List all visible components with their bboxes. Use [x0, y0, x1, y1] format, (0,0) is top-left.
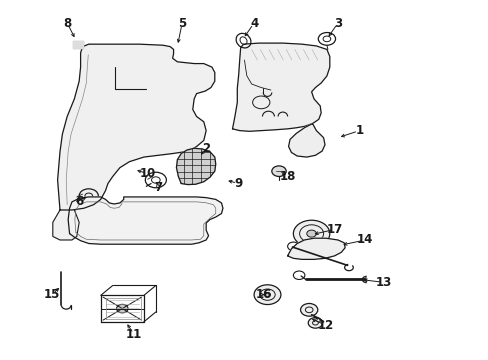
- Polygon shape: [58, 44, 214, 210]
- Polygon shape: [53, 210, 79, 240]
- Text: 12: 12: [317, 319, 333, 332]
- Text: 1: 1: [355, 124, 363, 137]
- Circle shape: [271, 166, 285, 176]
- Text: 2: 2: [202, 142, 210, 155]
- Circle shape: [116, 304, 128, 313]
- Text: 17: 17: [326, 223, 342, 236]
- Text: 18: 18: [279, 170, 295, 183]
- Circle shape: [307, 318, 322, 328]
- Circle shape: [300, 303, 317, 316]
- Text: 4: 4: [249, 17, 258, 30]
- Text: 14: 14: [356, 234, 373, 247]
- Text: 9: 9: [234, 177, 243, 190]
- Polygon shape: [287, 238, 345, 259]
- Circle shape: [194, 153, 203, 160]
- Text: 11: 11: [126, 328, 142, 341]
- Text: 16: 16: [255, 288, 271, 301]
- Text: 7: 7: [154, 181, 162, 194]
- Text: 15: 15: [43, 288, 60, 301]
- Polygon shape: [176, 148, 215, 185]
- Polygon shape: [73, 41, 82, 48]
- Text: 3: 3: [333, 17, 341, 30]
- Text: 13: 13: [375, 276, 391, 289]
- Circle shape: [306, 230, 316, 237]
- Text: 8: 8: [63, 17, 71, 30]
- Text: 10: 10: [139, 167, 156, 180]
- Polygon shape: [288, 123, 325, 157]
- Polygon shape: [232, 43, 329, 131]
- Text: 6: 6: [75, 195, 83, 208]
- Text: 5: 5: [178, 17, 186, 30]
- Circle shape: [293, 220, 329, 247]
- Polygon shape: [68, 197, 223, 244]
- Circle shape: [254, 285, 280, 305]
- Circle shape: [264, 293, 270, 297]
